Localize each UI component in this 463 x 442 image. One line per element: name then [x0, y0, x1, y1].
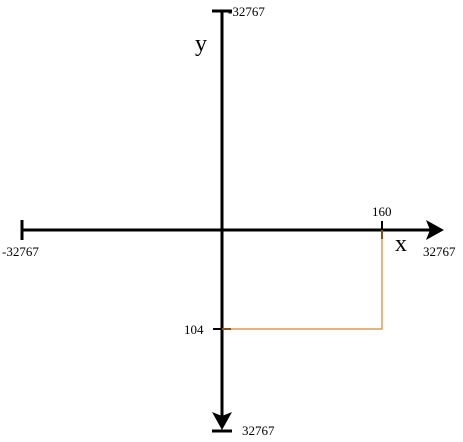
- point-y-label: 104: [184, 322, 204, 337]
- y-axis-name: y: [195, 31, 207, 57]
- y-axis-bottom-label: 32767: [242, 423, 275, 438]
- x-axis-name: x: [395, 231, 407, 257]
- x-axis-arrowhead: [426, 220, 444, 240]
- y-axis-arrowhead: [212, 412, 232, 430]
- point-x-label: 160: [372, 204, 392, 219]
- y-axis-top-label: -32767: [228, 4, 265, 19]
- point-projection-line: [222, 230, 383, 330]
- x-axis-max-label: 32767: [423, 244, 456, 259]
- x-axis-min-label: -32767: [2, 244, 39, 259]
